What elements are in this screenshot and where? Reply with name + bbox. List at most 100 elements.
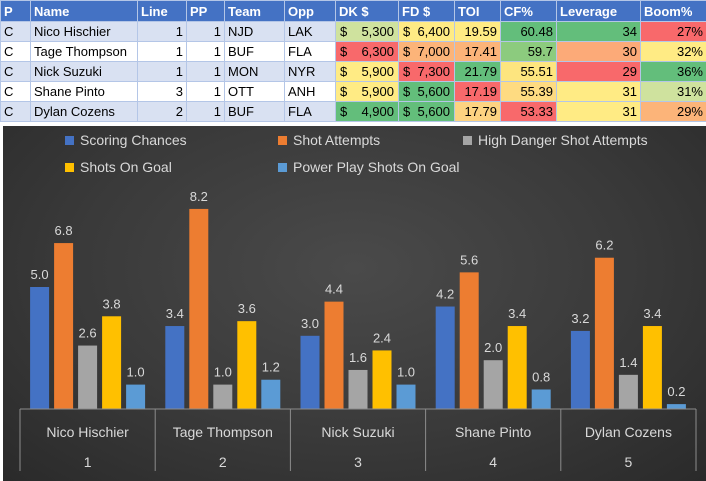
cell-toi[interactable]: 17.79	[454, 101, 501, 122]
cell-fd[interactable]: $5,600	[398, 81, 455, 102]
cell-opp[interactable]: ANH	[284, 81, 336, 102]
data-label: 3.4	[508, 306, 526, 321]
header-leverage[interactable]: Leverage	[556, 0, 641, 22]
cell-dk[interactable]: $6,300	[335, 41, 399, 62]
cell-pos[interactable]: C	[0, 101, 31, 122]
currency-symbol: $	[403, 64, 411, 79]
bar	[78, 345, 98, 409]
cell-line[interactable]: 1	[137, 61, 187, 82]
cell-line[interactable]: 3	[137, 81, 187, 102]
cell-pos[interactable]: C	[0, 41, 31, 62]
salary-value: 6,400	[417, 24, 450, 39]
header-cf-pct[interactable]: CF%	[500, 0, 557, 22]
cell-fd[interactable]: $6,400	[398, 21, 455, 42]
cell-name[interactable]: Shane Pinto	[30, 81, 138, 102]
data-label: 3.4	[166, 306, 184, 321]
cell-cf[interactable]: 55.51	[500, 61, 557, 82]
cell-pos[interactable]: C	[0, 21, 31, 42]
cell-cf[interactable]: 60.48	[500, 21, 557, 42]
cell-dk[interactable]: $5,900	[335, 61, 399, 82]
cell-opp[interactable]: FLA	[284, 41, 336, 62]
currency-symbol: $	[403, 104, 411, 119]
cell-toi[interactable]: 19.59	[454, 21, 501, 42]
cell-line[interactable]: 1	[137, 41, 187, 62]
cell-team[interactable]: BUF	[224, 101, 285, 122]
header-line[interactable]: Line	[137, 0, 187, 22]
header-toi[interactable]: TOI	[454, 0, 501, 22]
currency-symbol: $	[403, 84, 411, 99]
bar	[54, 243, 74, 409]
currency-symbol: $	[340, 104, 348, 119]
table-row: C Nick Suzuki 1 1 MON NYR $5,900 $7,300 21.79 55.…	[0, 61, 706, 82]
cell-boom[interactable]: 29%	[640, 101, 706, 122]
cell-pp[interactable]: 1	[186, 21, 225, 42]
data-label: 5.0	[31, 267, 49, 282]
header-pp[interactable]: PP	[186, 0, 225, 22]
cell-leverage[interactable]: 31	[556, 101, 641, 122]
cell-dk[interactable]: $5,300	[335, 21, 399, 42]
bar	[102, 316, 122, 409]
cell-boom[interactable]: 31%	[640, 81, 706, 102]
cell-pos[interactable]: C	[0, 61, 31, 82]
legend-swatch	[278, 136, 287, 145]
header-position[interactable]: P	[0, 0, 31, 22]
cell-team[interactable]: MON	[224, 61, 285, 82]
cell-line[interactable]: 2	[137, 101, 187, 122]
cell-leverage[interactable]: 31	[556, 81, 641, 102]
cell-toi[interactable]: 21.79	[454, 61, 501, 82]
bar	[396, 384, 416, 409]
header-boom-pct[interactable]: Boom%	[640, 0, 706, 22]
player-table: P Name Line PP Team Opp DK $ FD $ TOI CF…	[0, 0, 706, 122]
cell-pp[interactable]: 1	[186, 101, 225, 122]
cell-leverage[interactable]: 34	[556, 21, 641, 42]
cell-line[interactable]: 1	[137, 21, 187, 42]
group-label: 5	[625, 454, 633, 470]
cell-opp[interactable]: FLA	[284, 101, 336, 122]
legend-label: Power Play Shots On Goal	[293, 159, 460, 175]
cell-boom[interactable]: 32%	[640, 41, 706, 62]
cell-opp[interactable]: LAK	[284, 21, 336, 42]
data-label: 0.8	[532, 369, 550, 384]
cell-leverage[interactable]: 30	[556, 41, 641, 62]
category-label: Nick Suzuki	[321, 424, 394, 440]
cell-fd[interactable]: $7,000	[398, 41, 455, 62]
group-label: 4	[489, 454, 497, 470]
header-name[interactable]: Name	[30, 0, 138, 22]
cell-name[interactable]: Nico Hischier	[30, 21, 138, 42]
header-fd-salary[interactable]: FD $	[398, 0, 455, 22]
cell-pp[interactable]: 1	[186, 61, 225, 82]
cell-opp[interactable]: NYR	[284, 61, 336, 82]
cell-dk[interactable]: $5,900	[335, 81, 399, 102]
cell-toi[interactable]: 17.19	[454, 81, 501, 102]
table-row: C Dylan Cozens 2 1 BUF FLA $4,900 $5,600 17.79 53…	[0, 101, 706, 122]
bar	[372, 350, 392, 409]
cell-boom[interactable]: 36%	[640, 61, 706, 82]
cell-dk[interactable]: $4,900	[335, 101, 399, 122]
data-label: 1.4	[619, 355, 637, 370]
bar	[642, 326, 662, 409]
cell-leverage[interactable]: 29	[556, 61, 641, 82]
salary-value: 5,900	[361, 84, 394, 99]
cell-boom[interactable]: 27%	[640, 21, 706, 42]
cell-team[interactable]: BUF	[224, 41, 285, 62]
cell-name[interactable]: Tage Thompson	[30, 41, 138, 62]
data-label: 3.8	[103, 296, 121, 311]
table-header-row: P Name Line PP Team Opp DK $ FD $ TOI CF…	[0, 0, 706, 22]
header-dk-salary[interactable]: DK $	[335, 0, 399, 22]
cell-team[interactable]: OTT	[224, 81, 285, 102]
cell-cf[interactable]: 53.33	[500, 101, 557, 122]
bar	[507, 326, 527, 409]
cell-fd[interactable]: $7,300	[398, 61, 455, 82]
cell-pp[interactable]: 1	[186, 81, 225, 102]
cell-name[interactable]: Nick Suzuki	[30, 61, 138, 82]
cell-pp[interactable]: 1	[186, 41, 225, 62]
header-opp[interactable]: Opp	[284, 0, 336, 22]
header-team[interactable]: Team	[224, 0, 285, 22]
cell-fd[interactable]: $5,600	[398, 101, 455, 122]
cell-name[interactable]: Dylan Cozens	[30, 101, 138, 122]
cell-toi[interactable]: 17.41	[454, 41, 501, 62]
cell-cf[interactable]: 55.39	[500, 81, 557, 102]
cell-team[interactable]: NJD	[224, 21, 285, 42]
cell-cf[interactable]: 59.7	[500, 41, 557, 62]
cell-pos[interactable]: C	[0, 81, 31, 102]
